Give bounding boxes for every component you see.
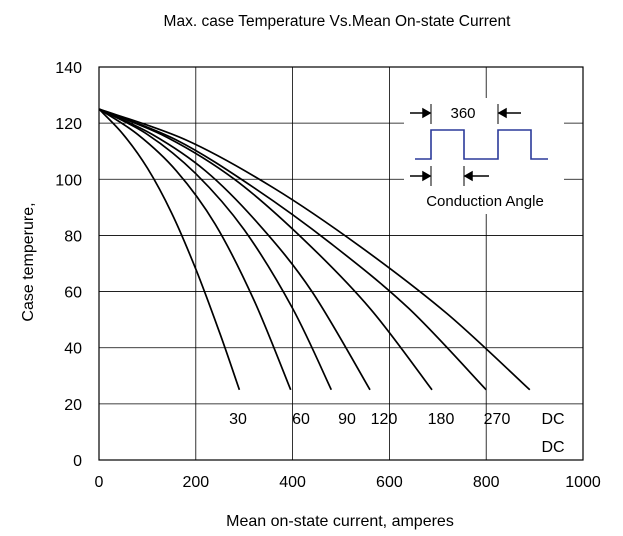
y-tick-label-5: 100 <box>55 172 82 189</box>
y-tick-label-1: 20 <box>64 397 82 414</box>
curve-label-270: 270 <box>484 411 511 428</box>
inset-caption: Conduction Angle <box>426 193 544 210</box>
chart-title: Max. case Temperature Vs.Mean On-state C… <box>164 13 512 30</box>
x-tick-label-1: 200 <box>182 474 209 491</box>
inset-arrow-left-bottom <box>410 170 432 182</box>
x-tick-label-0: 0 <box>95 474 104 491</box>
series-line-180 <box>98 108 433 391</box>
plot-frame <box>98 66 584 461</box>
series-line-dc <box>98 108 531 391</box>
curve-label-30: 30 <box>229 411 247 428</box>
inset-waveform <box>415 129 548 160</box>
x-axis-label: Mean on-state current, amperes <box>226 513 454 530</box>
curve-label-180: 180 <box>428 411 455 428</box>
x-tick-label-5: 1000 <box>565 474 601 491</box>
y-tick-label-6: 120 <box>55 116 82 133</box>
curve-labels: 30 60 90 120 180 270 DC DC <box>229 411 564 456</box>
y-tick-label-7: 140 <box>55 60 82 77</box>
inset-angle-label: 360 <box>450 105 475 122</box>
series-line-60 <box>98 108 292 391</box>
conduction-angle-inset: 360 Conduction Angle <box>404 98 564 214</box>
series-line-270 <box>98 108 487 391</box>
y-tick-label-4: 80 <box>64 228 82 245</box>
curve-label-dc-2: DC <box>541 439 564 456</box>
x-tick-label-4: 800 <box>473 474 500 491</box>
x-axis-ticks: 0 200 400 600 800 1000 <box>95 474 601 491</box>
series-line-30 <box>98 108 241 391</box>
curve-label-dc: DC <box>541 411 564 428</box>
x-tick-label-3: 600 <box>376 474 403 491</box>
y-axis-label: Case temperure, <box>20 202 37 321</box>
series-group <box>98 108 531 391</box>
x-tick-label-2: 400 <box>279 474 306 491</box>
series-line-90 <box>98 108 333 391</box>
curve-label-60: 60 <box>292 411 310 428</box>
curve-label-90: 90 <box>338 411 356 428</box>
inset-arrow-right-bottom <box>463 170 489 182</box>
y-tick-label-3: 60 <box>64 285 82 302</box>
inset-arrow-right-top <box>497 107 521 119</box>
series-line-120 <box>98 108 371 391</box>
inset-arrow-left-top <box>410 107 432 119</box>
y-tick-label-0: 0 <box>73 453 82 470</box>
curve-label-120: 120 <box>371 411 398 428</box>
y-axis-ticks: 0 20 40 60 80 100 120 140 <box>55 60 82 470</box>
y-tick-label-2: 40 <box>64 341 82 358</box>
